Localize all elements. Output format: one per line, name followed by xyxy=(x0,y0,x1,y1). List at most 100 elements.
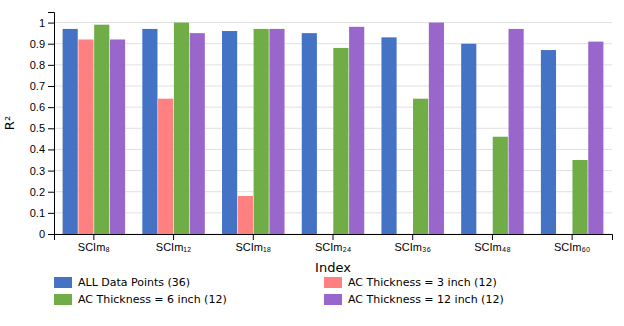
tick: 0.9 xyxy=(30,38,54,50)
bar xyxy=(254,29,269,234)
tick-label: SCIm₂₄ xyxy=(315,241,352,253)
bar-series xyxy=(63,29,556,234)
x-axis-title: Index xyxy=(315,260,351,275)
tick-mark xyxy=(492,234,493,240)
legend-swatch xyxy=(54,277,72,288)
bar xyxy=(333,48,348,234)
legend-item: AC Thickness = 6 inch (12) xyxy=(54,293,227,306)
legend-swatch xyxy=(324,294,342,305)
y-axis: 00.10.20.30.40.50.60.70.80.91 xyxy=(30,13,55,241)
grid-line xyxy=(54,43,612,44)
tick-mark xyxy=(48,128,54,129)
tick-label: SCIm₈ xyxy=(78,241,110,253)
tick-mark xyxy=(572,234,573,240)
tick-mark xyxy=(48,149,54,150)
tick-label: 0 xyxy=(39,228,45,240)
tick: 0.5 xyxy=(30,122,54,134)
grid-line xyxy=(54,64,612,65)
bar xyxy=(78,39,93,234)
tick-label: SCIm₆₀ xyxy=(554,241,591,253)
bar xyxy=(238,196,253,234)
tick-mark xyxy=(253,234,254,240)
tick: 0 xyxy=(39,228,54,240)
grid xyxy=(54,23,612,234)
tick-label: SCIm₄₈ xyxy=(474,241,511,253)
grid-line xyxy=(54,149,612,150)
legend-swatch xyxy=(324,277,342,288)
bar xyxy=(222,31,237,234)
tick-label: 0.6 xyxy=(30,101,45,113)
bar xyxy=(413,99,428,234)
grid-line xyxy=(54,170,612,171)
tick-label: 0.3 xyxy=(30,165,45,177)
bar xyxy=(349,27,364,234)
axis-line xyxy=(48,13,55,235)
tick: 0.7 xyxy=(30,80,54,92)
tick: 0.6 xyxy=(30,101,54,113)
tick-label: 0.9 xyxy=(30,38,45,50)
tick: SCIm₃₆ xyxy=(395,234,431,253)
bar xyxy=(94,25,109,234)
tick: SCIm₄₈ xyxy=(474,234,511,253)
plot: SCIm₈ SCIm₁₂ SCIm₁₈ SCIm₂₄ SCIm₃₆ SCIm₄₈ SCIm₆… xyxy=(2,13,613,276)
tick-mark xyxy=(48,213,54,214)
bar xyxy=(572,160,587,234)
tick: SCIm₈ xyxy=(78,234,110,253)
tick: 0.8 xyxy=(30,59,54,71)
grid-line xyxy=(54,22,612,23)
tick-label: 0.2 xyxy=(30,186,45,198)
legend-label: AC Thickness = 12 inch (12) xyxy=(348,293,504,306)
bar xyxy=(381,37,396,234)
tick: 0.4 xyxy=(30,143,54,155)
grid-line xyxy=(54,191,612,192)
legend-label: AC Thickness = 3 inch (12) xyxy=(348,276,497,289)
legend-swatch xyxy=(54,294,72,305)
bar xyxy=(541,50,556,234)
tick-mark xyxy=(48,44,54,45)
tick-mark xyxy=(333,234,334,240)
grid-line xyxy=(54,212,612,213)
bar xyxy=(142,29,157,234)
axis-line xyxy=(55,235,613,241)
legend-label: ALL Data Points (36) xyxy=(78,276,190,289)
tick-label: 0.4 xyxy=(30,143,45,155)
grid-line xyxy=(54,107,612,108)
bar xyxy=(493,137,508,234)
tick: 0.2 xyxy=(30,186,54,198)
tick-mark xyxy=(173,234,174,240)
tick-label: SCIm₁₈ xyxy=(235,241,271,253)
bar xyxy=(588,42,603,234)
tick: SCIm₆₀ xyxy=(554,234,591,253)
bars xyxy=(63,23,604,234)
tick-mark xyxy=(93,234,94,240)
tick-label: 1 xyxy=(39,17,45,29)
tick-label: 0.5 xyxy=(30,122,45,134)
tick-label: 0.8 xyxy=(30,59,45,71)
legend-label: AC Thickness = 6 inch (12) xyxy=(78,293,227,306)
tick-mark xyxy=(48,86,54,87)
bar xyxy=(302,33,317,234)
tick-mark xyxy=(48,23,54,24)
tick: 1 xyxy=(39,17,54,29)
tick: SCIm₁₈ xyxy=(235,234,271,253)
bar xyxy=(158,99,173,234)
bar xyxy=(110,39,125,234)
bar xyxy=(269,29,284,234)
bar xyxy=(174,23,189,234)
tick-mark xyxy=(48,65,54,66)
grid-line xyxy=(54,86,612,87)
tick-mark xyxy=(412,234,413,240)
legend-item: ALL Data Points (36) xyxy=(54,276,190,289)
legend-item: AC Thickness = 3 inch (12) xyxy=(324,276,497,289)
tick-label: 0.7 xyxy=(30,80,45,92)
legend: ALL Data Points (36) AC Thickness = 3 inc… xyxy=(54,276,504,306)
legend-item: AC Thickness = 12 inch (12) xyxy=(324,293,504,306)
grid-line xyxy=(54,128,612,129)
tick-label: SCIm₁₂ xyxy=(156,241,191,253)
bar xyxy=(509,29,524,234)
bar xyxy=(429,23,444,234)
bar-series xyxy=(110,23,603,234)
bar-series xyxy=(94,23,587,234)
tick: 0.3 xyxy=(30,165,54,177)
bar xyxy=(461,44,476,234)
